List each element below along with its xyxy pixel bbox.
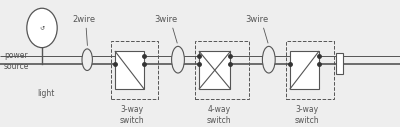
Text: 3-way
switch: 3-way switch [295, 105, 320, 125]
Bar [195, 41, 249, 99]
Text: 4-way
switch: 4-way switch [207, 105, 232, 125]
Text: power
source: power source [4, 51, 29, 71]
Bar [290, 51, 319, 89]
Ellipse shape [262, 46, 275, 73]
Ellipse shape [82, 49, 92, 70]
Bar [115, 51, 144, 89]
Ellipse shape [27, 8, 57, 48]
Bar [336, 53, 343, 74]
Text: 3wire: 3wire [154, 15, 178, 23]
Text: 2wire: 2wire [72, 15, 96, 23]
Text: ↺: ↺ [39, 25, 45, 30]
Bar [286, 41, 334, 99]
Text: 3wire: 3wire [245, 15, 268, 23]
Bar [111, 41, 158, 99]
Ellipse shape [172, 46, 184, 73]
Bar [199, 51, 230, 89]
Text: 3-way
switch: 3-way switch [120, 105, 144, 125]
Text: light: light [37, 89, 55, 98]
